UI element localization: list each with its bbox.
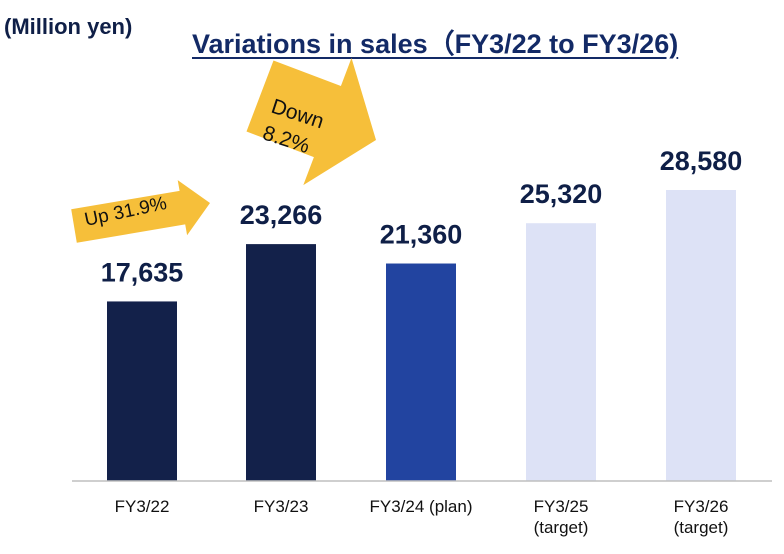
x-tick-label-1-1: FY3/22: [115, 497, 170, 516]
x-tick-label-4-1: FY3/25: [534, 497, 589, 516]
bar-3: [386, 263, 456, 481]
x-tick-label-5-1: FY3/26: [674, 497, 729, 516]
unit-label: (Million yen): [4, 14, 133, 39]
annotation-arrow-2: [246, 58, 376, 186]
value-label-2: 23,266: [240, 200, 323, 230]
value-label-4: 25,320: [520, 179, 603, 209]
bar-4: [526, 223, 596, 481]
value-label-3: 21,360: [380, 220, 463, 250]
x-tick-label-4-2: (target): [534, 518, 589, 537]
annotation-arrow-1: [71, 180, 210, 243]
x-tick-label-2-1: FY3/23: [254, 497, 309, 516]
labels: 17,635 FY3/22 23,266 FY3/23 21,360 FY3/24 (pl…: [101, 146, 743, 537]
bars: [107, 190, 736, 481]
x-tick-label-5-2: (target): [674, 518, 729, 537]
bar-2: [246, 244, 316, 481]
bar-1: [107, 301, 177, 481]
bar-5: [666, 190, 736, 481]
value-label-5: 28,580: [660, 146, 743, 176]
value-label-1: 17,635: [101, 257, 184, 287]
chart-title: Variations in sales（FY3/22 to FY3/26): [192, 29, 679, 59]
x-tick-label-3-1: FY3/24 (plan): [370, 497, 473, 516]
